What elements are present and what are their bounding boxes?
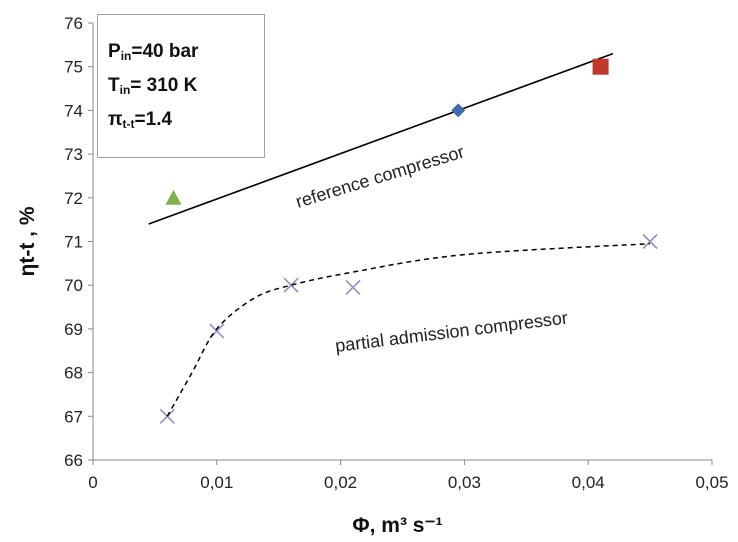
y-tick-label: 66	[64, 451, 83, 470]
y-tick-label: 70	[64, 276, 83, 295]
inlet-temperature-label: Tin= 310 K	[108, 75, 198, 97]
partial-admission-label: partial admission compressor	[334, 308, 569, 356]
partial-admission-trend-line	[166, 242, 651, 417]
y-tick-label: 67	[64, 407, 83, 426]
y-tick-label: 74	[64, 101, 83, 120]
y-tick-label: 71	[64, 233, 83, 252]
y-axis-title: ηt-t , %	[16, 206, 39, 276]
x-tick-label: 0,01	[200, 473, 233, 492]
y-tick-label: 76	[64, 14, 83, 33]
partial-admission-point	[642, 233, 658, 250]
x-tick-label: 0,02	[324, 473, 357, 492]
x-tick-label: 0,03	[448, 473, 481, 492]
reference-point-diamond	[451, 103, 466, 118]
reference-point-triangle	[165, 189, 182, 205]
x-tick-label: 0,05	[695, 473, 728, 492]
reference-compressor-label: reference compressor	[293, 142, 466, 212]
y-tick-label: 72	[64, 189, 83, 208]
x-tick-label: 0	[88, 473, 97, 492]
partial-admission-point	[283, 277, 299, 293]
y-tick-label: 68	[64, 364, 83, 383]
partial-admission-point	[345, 279, 361, 295]
reference-trend-line	[148, 52, 614, 225]
y-tick-label: 75	[64, 58, 83, 77]
reference-point-square	[592, 58, 609, 75]
x-tick-label: 0,04	[572, 473, 605, 492]
y-tick-label: 73	[64, 145, 83, 164]
conditions-box: Pin=40 bar Tin= 310 K πt-t=1.4	[97, 14, 265, 158]
pressure-ratio-label: πt-t=1.4	[108, 109, 173, 131]
inlet-pressure-label: Pin=40 bar	[108, 41, 199, 63]
x-axis-title: Φ, m³ s⁻¹	[352, 514, 442, 537]
y-tick-label: 69	[64, 320, 83, 339]
